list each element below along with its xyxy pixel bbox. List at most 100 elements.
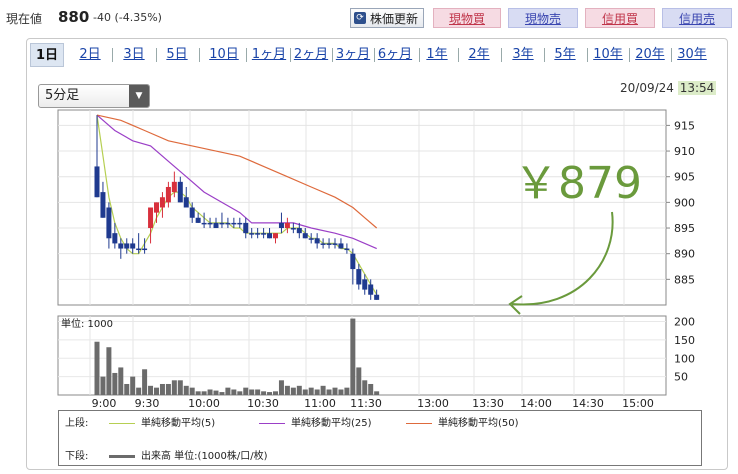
- volume-bar: [94, 341, 100, 395]
- interval-select[interactable]: 5分足 ▼: [38, 84, 150, 108]
- last-updated-date: 20/09/24: [620, 81, 674, 95]
- tab-2d[interactable]: 2日: [79, 47, 101, 62]
- volume-bar: [290, 387, 296, 395]
- current-price-value: 880: [58, 8, 90, 26]
- tab-1d[interactable]: 1日: [30, 43, 64, 67]
- legend-ma5-swatch: [109, 422, 135, 424]
- volume-bar: [350, 318, 356, 395]
- last-updated-time: 13:54: [677, 81, 717, 95]
- refresh-price-button[interactable]: ⟳ 株価更新: [350, 8, 424, 28]
- volume-bar: [368, 383, 374, 395]
- candle-down: [243, 222, 249, 234]
- volume-bar: [243, 387, 249, 395]
- tab-1m[interactable]: 1ヶ月: [251, 47, 287, 62]
- cash-sell-button[interactable]: 現物売: [508, 8, 578, 28]
- volume-tick-label: 150: [674, 334, 695, 347]
- legend-ma5-label: 単純移動平均(5): [141, 418, 216, 429]
- tab-20y[interactable]: 20年: [635, 47, 665, 62]
- time-tick-label: 9:00: [92, 397, 117, 410]
- margin-buy-button[interactable]: 信用買: [585, 8, 655, 28]
- cash-buy-button[interactable]: 現物買: [433, 8, 501, 28]
- legend-lower-row: 下段: 出来高 単位:(1000株/口/枚): [65, 447, 695, 462]
- volume-bar: [189, 387, 195, 395]
- volume-bar: [320, 385, 326, 395]
- tab-2m[interactable]: 2ヶ月: [293, 47, 329, 62]
- candle-down: [94, 166, 100, 198]
- legend-volume: 出来高 単位:(1000株/口/枚): [103, 447, 268, 462]
- tab-divider: [587, 48, 588, 62]
- volume-bar: [219, 392, 225, 395]
- candle-down: [231, 222, 237, 225]
- volume-bar: [171, 380, 177, 395]
- volume-tick-label: 50: [674, 371, 688, 384]
- volume-bar: [326, 389, 332, 395]
- volume-bar: [195, 391, 201, 395]
- candle-down: [362, 279, 368, 290]
- tab-10d[interactable]: 10日: [209, 47, 239, 62]
- price-plot-frame: [57, 109, 667, 306]
- tab-2y[interactable]: 2年: [468, 47, 490, 62]
- moving-average-line-2: [96, 114, 378, 229]
- tab-divider: [629, 48, 630, 62]
- volume-bar: [201, 391, 207, 395]
- volume-tick-label: 200: [674, 316, 695, 329]
- tab-divider: [290, 48, 291, 62]
- moving-average-line-1: [96, 114, 377, 250]
- legend-ma50: 単純移動平均(50): [400, 414, 519, 429]
- volume-bar: [374, 391, 380, 395]
- volume-tick-label: 100: [674, 352, 695, 365]
- price-annotation: ￥879: [514, 158, 642, 209]
- margin-sell-button[interactable]: 信用売: [662, 8, 732, 28]
- candle-down: [356, 269, 362, 285]
- time-tick-label: 15:00: [622, 397, 654, 410]
- candle-up: [159, 197, 165, 208]
- candle-down: [332, 243, 338, 245]
- chevron-down-icon: ▼: [129, 85, 149, 107]
- tab-divider: [501, 48, 502, 62]
- candle-down: [100, 192, 106, 218]
- volume-bar: [159, 383, 165, 395]
- candle-down: [308, 238, 314, 240]
- volume-bar: [267, 392, 273, 395]
- volume-bar: [106, 347, 112, 395]
- tab-5d[interactable]: 5日: [166, 47, 188, 62]
- volume-bar: [302, 389, 308, 395]
- tab-30y[interactable]: 30年: [677, 47, 707, 62]
- time-tick-label: 10:30: [247, 397, 279, 410]
- time-tick-label: 11:30: [350, 397, 382, 410]
- time-tick-label: 11:00: [304, 397, 336, 410]
- candle-down: [350, 253, 356, 270]
- candle-down: [213, 222, 219, 229]
- volume-bar: [213, 390, 219, 395]
- tab-5y[interactable]: 5年: [554, 47, 576, 62]
- volume-bar: [142, 369, 148, 395]
- candle-down: [302, 233, 308, 239]
- candle-down: [344, 248, 350, 251]
- candle-up: [154, 202, 159, 213]
- annotation-arrow: [511, 211, 614, 306]
- volume-bar: [154, 387, 159, 395]
- volume-bar: [231, 389, 237, 395]
- tab-3y[interactable]: 3年: [512, 47, 534, 62]
- candle-down: [124, 243, 130, 249]
- tab-3d[interactable]: 3日: [123, 47, 145, 62]
- tab-1y[interactable]: 1年: [426, 47, 448, 62]
- quote-header: 現在値 880 -40 (-4.35%) ⟳ 株価更新 現物買 現物売 信用買 …: [0, 0, 738, 36]
- tab-6m[interactable]: 6ヶ月: [377, 47, 413, 62]
- refresh-icon: ⟳: [354, 12, 366, 24]
- tab-3m[interactable]: 3ヶ月: [335, 47, 371, 62]
- tab-10y[interactable]: 10年: [593, 47, 623, 62]
- volume-bar: [362, 380, 368, 395]
- tab-divider: [419, 48, 420, 62]
- candle-down: [267, 233, 273, 239]
- candle-up: [284, 222, 290, 229]
- candle-down: [195, 217, 201, 223]
- candle-down: [255, 233, 261, 235]
- volume-bar: [249, 389, 255, 395]
- volume-bar: [278, 380, 284, 395]
- candle-down: [368, 284, 374, 295]
- price-tick-label: 885: [674, 273, 695, 286]
- candle-down: [130, 243, 136, 249]
- candle-down: [314, 238, 320, 244]
